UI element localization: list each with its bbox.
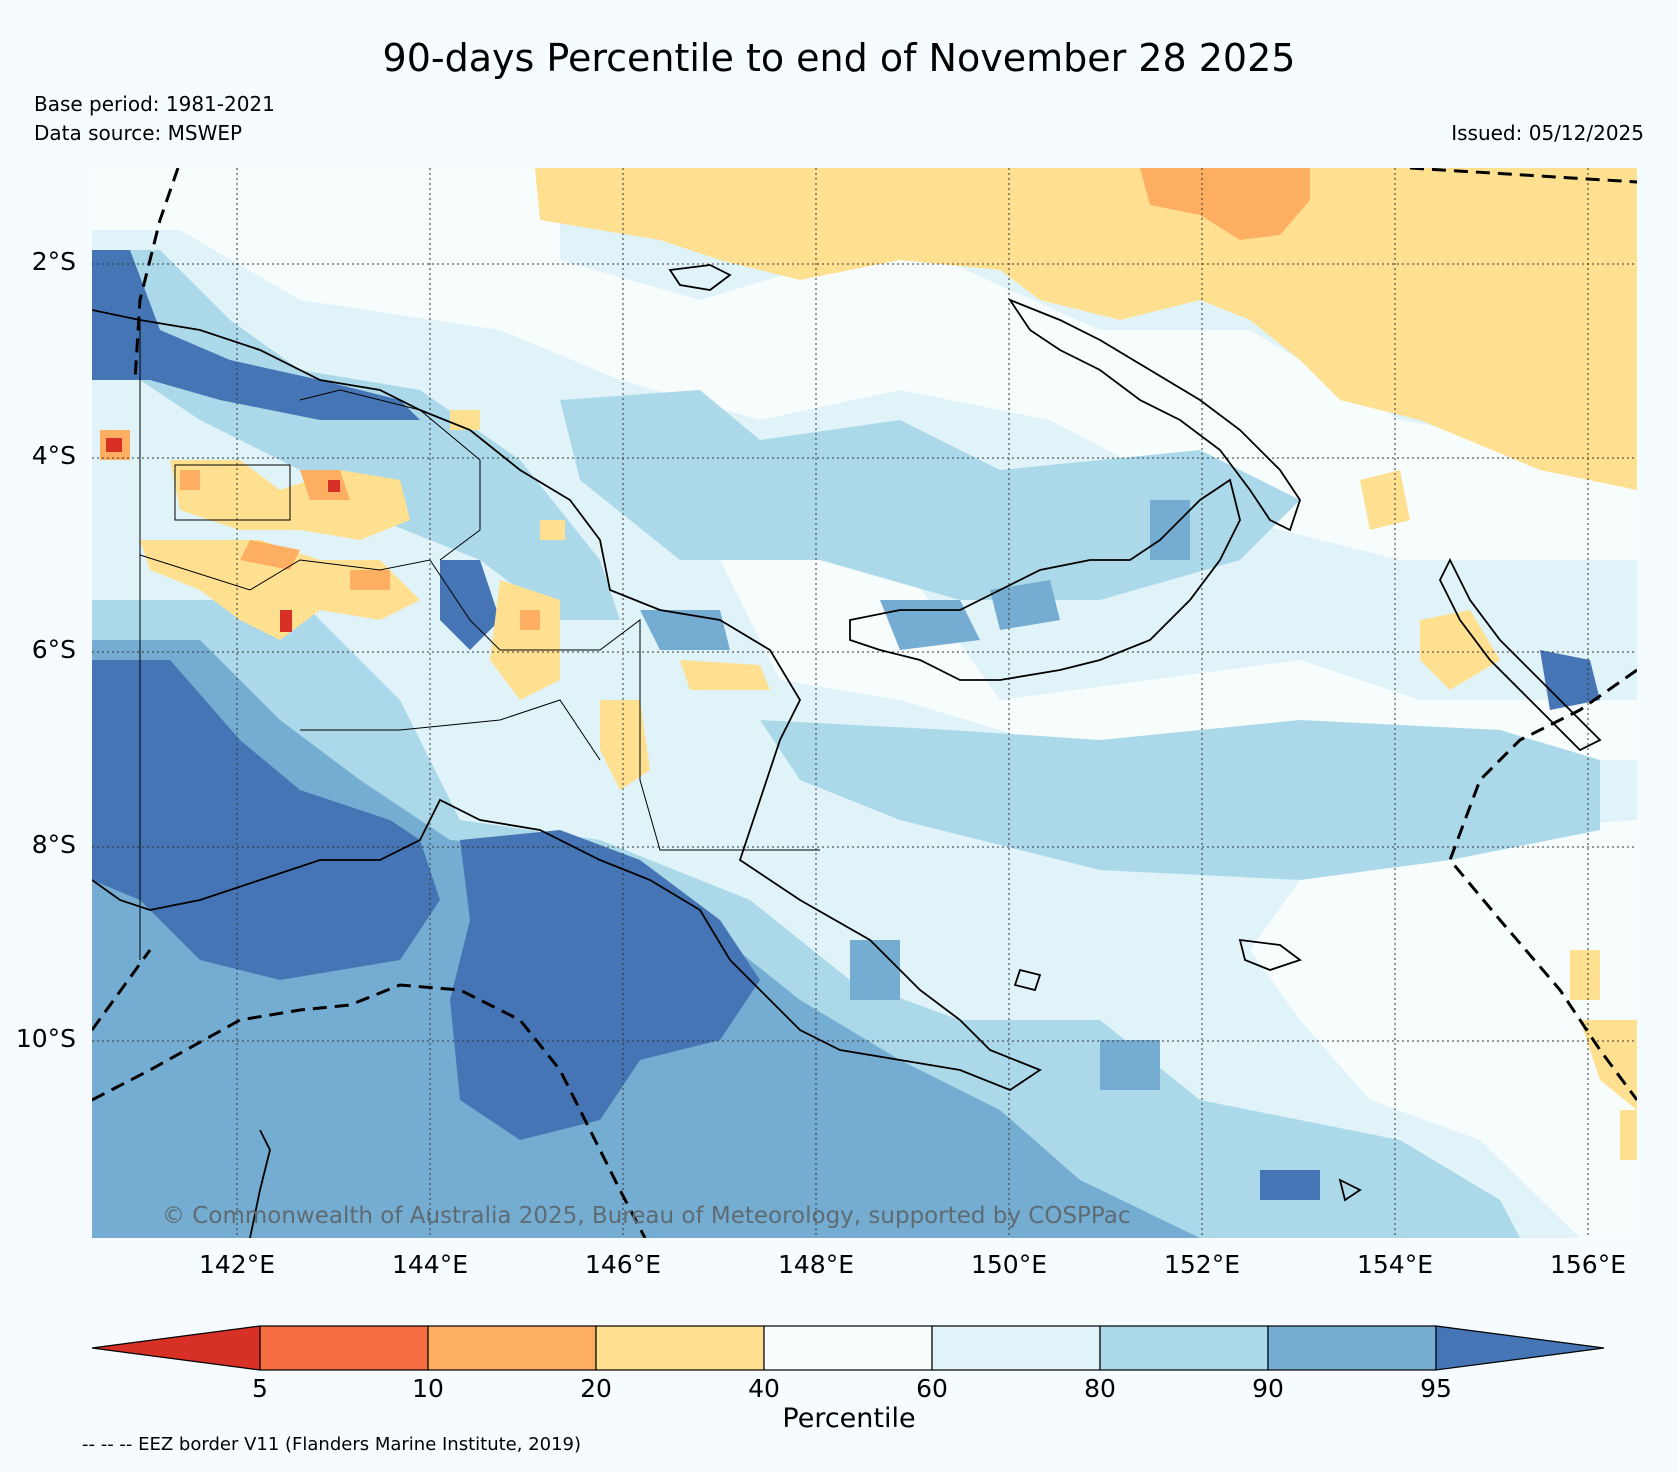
colorbar-tick-90: 90 (1252, 1374, 1284, 1403)
region-white-center (720, 560, 1637, 760)
colorbar-tick-10: 10 (412, 1374, 444, 1403)
region-white-north (92, 168, 1637, 560)
lat-label-8s: 8°S (31, 830, 76, 859)
colorbar-segment-20-40 (595, 1325, 765, 1371)
eez-borders (92, 168, 1637, 1238)
region-dry-north-orange (1140, 168, 1310, 240)
lat-label-6s: 6°S (31, 635, 76, 664)
colorbar-tick-40: 40 (748, 1374, 780, 1403)
lon-label-154e: 154°E (1356, 1250, 1433, 1279)
colorbar-tick-5: 5 (252, 1374, 268, 1403)
colorbar-segment-60-80 (931, 1325, 1101, 1371)
region-dry-northeast (535, 168, 1637, 490)
map-title: 90-days Percentile to end of November 28… (382, 36, 1296, 80)
coast-islands-east (1013, 938, 1362, 1202)
colorbar (91, 1325, 1605, 1371)
coast-new-ireland (1007, 298, 1301, 532)
region-white-east (1250, 820, 1637, 1238)
colorbar-segment-gt95 (1435, 1325, 1605, 1371)
border-province-2 (299, 389, 481, 561)
border-province-1 (139, 554, 820, 851)
region-blue-band-2 (760, 720, 1600, 880)
colorbar-tick-20: 20 (580, 1374, 612, 1403)
borders (139, 320, 820, 960)
region-deepblue-gulf (92, 660, 440, 980)
colorbar-tick-80: 80 (1084, 1374, 1116, 1403)
eez-legend-note: -- -- -- EEZ border V11 (Flanders Marine… (82, 1434, 582, 1455)
region-dry-patches (450, 410, 770, 790)
region-deepblue-north (92, 250, 420, 420)
lon-label-150e: 150°E (970, 1250, 1047, 1279)
colorbar-segment-5-10 (259, 1325, 429, 1371)
coast-new-britain (849, 478, 1241, 681)
colorbar-segment-lt5 (91, 1325, 261, 1371)
region-deepblue-coral (450, 830, 760, 1140)
colorbar-segment-10-20 (427, 1325, 597, 1371)
copyright-note: © Commonwealth of Australia 2025, Bureau… (162, 1203, 1131, 1229)
region-deepblue-patch-1 (440, 560, 500, 650)
colorbar-segment-80-90 (1099, 1325, 1269, 1371)
issued-date: Issued: 05/12/2025 (1451, 121, 1644, 145)
lon-label-142e: 142°E (198, 1250, 275, 1279)
lon-label-144e: 144°E (391, 1250, 468, 1279)
base-period: Base period: 1981-2021 (34, 92, 275, 116)
coast-australia-cape-york (249, 1129, 271, 1238)
coastlines (92, 264, 1602, 1238)
lon-label-152e: 152°E (1163, 1250, 1240, 1279)
region-dry-highlands (140, 540, 420, 640)
coast-manus (668, 264, 732, 291)
lat-label-2s: 2°S (31, 247, 76, 276)
coast-bougainville (1438, 557, 1602, 752)
border-province-3 (300, 699, 601, 761)
lon-label-146e: 146°E (584, 1250, 661, 1279)
region-blue-band-1 (560, 390, 1300, 600)
colorbar-segment-90-95 (1267, 1325, 1437, 1371)
graticule (92, 168, 1637, 1238)
region-dry-east-patches (1360, 470, 1637, 1160)
region-deepblue-patch-2 (1260, 1170, 1320, 1200)
region-midblue-png (640, 500, 1190, 1090)
colorbar-tick-95: 95 (1420, 1374, 1452, 1403)
lon-label-156e: 156°E (1549, 1250, 1626, 1279)
colorbar-tick-60: 60 (916, 1374, 948, 1403)
region-orange-patches (100, 430, 540, 630)
lat-label-10s: 10°S (15, 1024, 76, 1053)
data-source: Data source: MSWEP (34, 121, 243, 145)
lon-label-148e: 148°E (777, 1250, 854, 1279)
colorbar-segment-40-60 (763, 1325, 933, 1371)
colorbar-title: Percentile (782, 1403, 916, 1434)
lat-label-4s: 4°S (31, 441, 76, 470)
region-blue-west-strip (92, 250, 620, 620)
coast-new-guinea (92, 309, 1042, 1092)
border-province-4 (174, 464, 291, 521)
